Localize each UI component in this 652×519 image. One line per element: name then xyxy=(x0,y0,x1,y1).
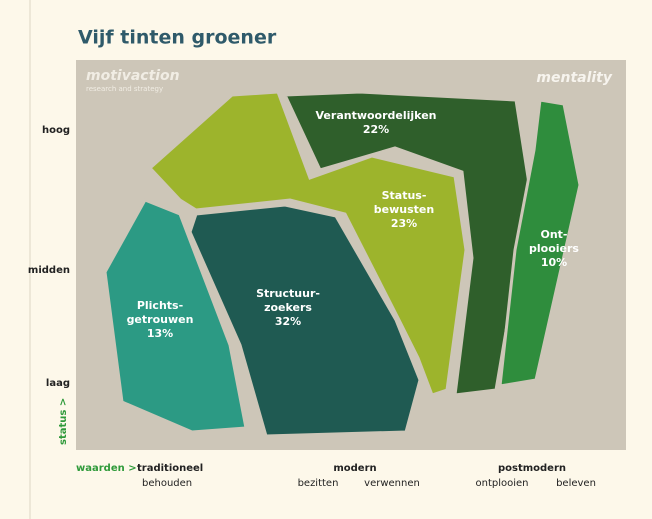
segment-name: Verantwoordelijken xyxy=(316,109,437,122)
x-axis-name: waarden > xyxy=(76,463,137,474)
segment-name: bewusten xyxy=(374,203,434,216)
segment-name: zoekers xyxy=(264,301,312,314)
segment-share: 32% xyxy=(275,315,301,328)
segment-shape xyxy=(498,98,582,388)
x-sub: behouden xyxy=(142,478,192,489)
segment-share: 23% xyxy=(391,217,417,230)
x-group: traditioneel xyxy=(137,463,203,474)
segment-name: Structuur- xyxy=(256,287,320,300)
x-sub: ontplooien xyxy=(475,478,528,489)
segment-name: Status- xyxy=(382,189,427,202)
segment-name: Ont- xyxy=(540,228,567,241)
segment-shape xyxy=(147,90,468,397)
x-sub: beleven xyxy=(556,478,596,489)
segment-shape xyxy=(282,90,532,397)
y-axis-name: status > xyxy=(58,398,69,445)
x-sub: verwennen xyxy=(364,478,420,489)
x-group: postmodern xyxy=(498,463,566,474)
segment-share: 22% xyxy=(363,123,389,136)
segment-share: 13% xyxy=(147,327,173,340)
title: Vijf tinten groener xyxy=(78,27,277,49)
y-level: laag xyxy=(46,378,70,389)
logo-left-sub: research and strategy xyxy=(86,85,163,93)
logo-right: mentality xyxy=(536,70,612,86)
x-group: modern xyxy=(333,463,376,474)
segment-name: getrouwen xyxy=(127,313,194,326)
segment-name: Plichts- xyxy=(137,299,183,312)
x-sub: bezitten xyxy=(298,478,339,489)
segment-shape xyxy=(188,203,422,438)
segment-shape xyxy=(103,198,248,434)
logo-left: motivaction xyxy=(86,68,180,84)
y-level: hoog xyxy=(42,125,70,136)
y-level: midden xyxy=(28,265,70,276)
segment-share: 10% xyxy=(541,256,567,269)
segment-name: plooiers xyxy=(529,242,579,255)
